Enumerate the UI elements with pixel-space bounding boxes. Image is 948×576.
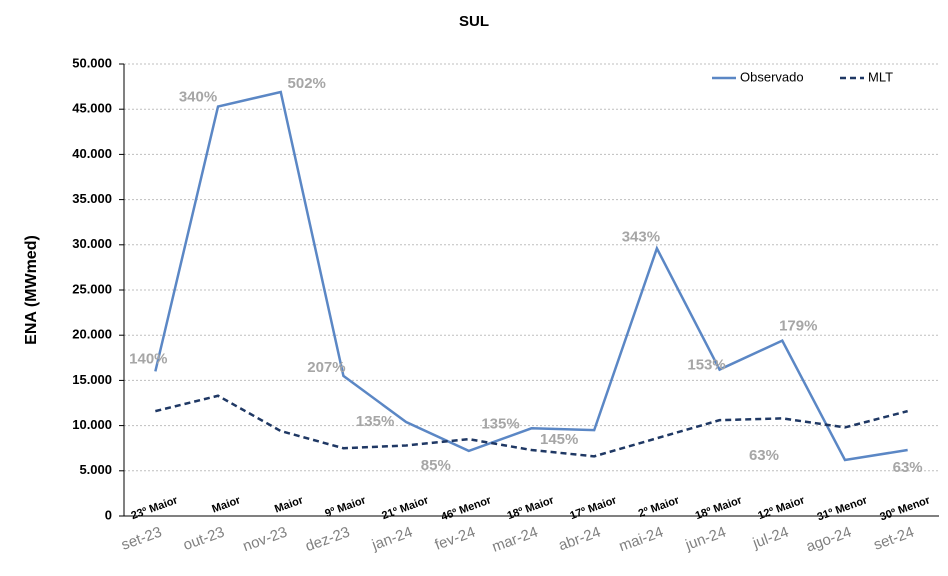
rank-label: Maior xyxy=(273,494,305,516)
y-tick-label: 5.000 xyxy=(79,462,112,477)
rank-label: 17º Maior xyxy=(568,494,618,522)
y-tick-label: 50.000 xyxy=(72,55,112,70)
rank-label: 23º Maior xyxy=(130,494,180,522)
percent-label: 153% xyxy=(687,357,725,374)
series-line xyxy=(155,394,908,458)
rank-label: 18º Maior xyxy=(506,494,556,522)
percent-label: 343% xyxy=(622,228,660,245)
x-tick-label: jul-24 xyxy=(750,524,791,553)
x-tick-label: dez-23 xyxy=(303,524,352,556)
y-tick-label: 35.000 xyxy=(72,191,112,206)
x-tick-label: ago-24 xyxy=(804,524,854,556)
y-tick-label: 40.000 xyxy=(72,146,112,161)
x-tick-label: fev-24 xyxy=(433,524,478,554)
y-tick-label: 0 xyxy=(105,507,112,522)
rank-label: 12º Maior xyxy=(756,494,806,522)
legend-label: MLT xyxy=(868,69,893,84)
rank-label: 31º Menor xyxy=(816,494,870,523)
x-tick-label: mai-24 xyxy=(617,524,666,556)
y-tick-label: 25.000 xyxy=(72,281,112,296)
rank-label: 21º Maior xyxy=(380,494,430,522)
chart-title: SUL xyxy=(459,13,489,30)
percent-label: 135% xyxy=(356,413,394,430)
percent-label: 502% xyxy=(288,75,326,92)
y-tick-label: 30.000 xyxy=(72,236,112,251)
x-tick-label: jan-24 xyxy=(369,524,415,555)
y-axis-title: ENA (MWmed) xyxy=(23,235,40,345)
percent-label: 179% xyxy=(779,318,817,335)
rank-label: Maior xyxy=(210,494,242,516)
percent-label: 63% xyxy=(893,459,923,476)
x-tick-label: out-23 xyxy=(181,524,227,555)
legend-label: Observado xyxy=(740,69,804,84)
y-tick-label: 20.000 xyxy=(72,327,112,342)
rank-label: 46º Menor xyxy=(440,494,494,523)
percent-label: 340% xyxy=(179,88,217,105)
percent-label: 85% xyxy=(421,457,451,474)
x-tick-label: jun-24 xyxy=(682,524,728,555)
rank-label: 30º Menor xyxy=(878,494,932,523)
percent-label: 207% xyxy=(307,359,345,376)
percent-label: 63% xyxy=(749,447,779,464)
series-line xyxy=(154,90,908,462)
x-tick-label: abr-24 xyxy=(556,524,603,555)
percent-label: 145% xyxy=(540,431,578,448)
y-tick-label: 45.000 xyxy=(72,101,112,116)
percent-label: 135% xyxy=(481,415,519,432)
percent-label: 140% xyxy=(129,350,167,367)
rank-label: 18º Maior xyxy=(694,494,744,522)
x-tick-label: set-23 xyxy=(119,524,164,554)
x-tick-label: set-24 xyxy=(871,524,916,554)
y-tick-label: 15.000 xyxy=(72,372,112,387)
x-tick-label: nov-23 xyxy=(241,524,290,556)
x-tick-label: mar-24 xyxy=(490,524,540,556)
y-tick-label: 10.000 xyxy=(72,417,112,432)
